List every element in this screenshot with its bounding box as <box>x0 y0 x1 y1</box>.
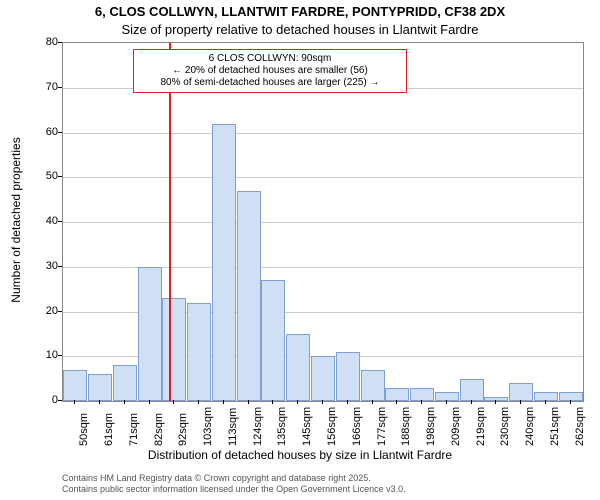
histogram-bar <box>212 124 236 401</box>
histogram-bar <box>534 392 558 401</box>
histogram-bar <box>509 383 533 401</box>
y-tick-mark <box>58 400 62 401</box>
x-tick-label: 262sqm <box>574 407 586 446</box>
x-tick-mark <box>272 400 273 404</box>
y-tick-mark <box>58 266 62 267</box>
x-tick-mark <box>471 400 472 404</box>
y-tick-label: 10 <box>18 349 58 361</box>
y-tick-mark <box>58 42 62 43</box>
histogram-bar <box>410 388 434 401</box>
plot-area: 6 CLOS COLLWYN: 90sqm← 20% of detached h… <box>62 42 584 402</box>
y-tick-mark <box>58 132 62 133</box>
x-tick-label: 240sqm <box>524 407 536 446</box>
gridline <box>63 133 583 134</box>
y-tick-label: 50 <box>18 170 58 182</box>
x-tick-mark <box>421 400 422 404</box>
histogram-bar <box>361 370 385 401</box>
x-tick-label: 124sqm <box>252 407 264 446</box>
x-tick-label: 177sqm <box>376 407 388 446</box>
annotation-line: 6 CLOS COLLWYN: 90sqm <box>140 53 400 65</box>
gridline <box>63 177 583 178</box>
x-tick-label: 188sqm <box>400 407 412 446</box>
x-tick-label: 219sqm <box>475 407 487 446</box>
x-tick-mark <box>223 400 224 404</box>
x-tick-label: 198sqm <box>425 407 437 446</box>
chart-title: 6, CLOS COLLWYN, LLANTWIT FARDRE, PONTYP… <box>0 4 600 19</box>
x-tick-label: 50sqm <box>78 413 90 446</box>
x-tick-label: 251sqm <box>549 407 561 446</box>
histogram-bar <box>286 334 310 401</box>
y-tick-mark <box>58 176 62 177</box>
histogram-bar <box>311 356 335 401</box>
y-tick-label: 80 <box>18 36 58 48</box>
y-tick-label: 40 <box>18 215 58 227</box>
x-tick-mark <box>173 400 174 404</box>
x-tick-mark <box>396 400 397 404</box>
x-tick-mark <box>372 400 373 404</box>
x-tick-label: 92sqm <box>177 413 189 446</box>
x-tick-mark <box>446 400 447 404</box>
y-tick-label: 60 <box>18 126 58 138</box>
histogram-bar <box>336 352 360 401</box>
x-tick-label: 103sqm <box>202 407 214 446</box>
y-tick-mark <box>58 355 62 356</box>
y-tick-mark <box>58 87 62 88</box>
x-tick-mark <box>74 400 75 404</box>
x-tick-label: 230sqm <box>499 407 511 446</box>
y-tick-mark <box>58 311 62 312</box>
footer-line: Contains public sector information licen… <box>62 484 406 496</box>
histogram-bar <box>138 267 162 401</box>
x-tick-label: 135sqm <box>276 407 288 446</box>
x-tick-label: 166sqm <box>351 407 363 446</box>
x-tick-mark <box>520 400 521 404</box>
x-tick-label: 61sqm <box>103 413 115 446</box>
x-tick-label: 82sqm <box>153 413 165 446</box>
chart-container: 6, CLOS COLLWYN, LLANTWIT FARDRE, PONTYP… <box>0 0 600 500</box>
x-tick-label: 209sqm <box>450 407 462 446</box>
histogram-bar <box>88 374 112 401</box>
histogram-bar <box>385 388 409 401</box>
x-tick-label: 113sqm <box>227 408 239 446</box>
x-tick-label: 71sqm <box>128 413 140 446</box>
x-tick-mark <box>124 400 125 404</box>
x-tick-label: 145sqm <box>301 407 313 446</box>
x-tick-mark <box>149 400 150 404</box>
x-tick-mark <box>347 400 348 404</box>
footer: Contains HM Land Registry data © Crown c… <box>62 473 406 496</box>
histogram-bar <box>261 280 285 401</box>
x-tick-label: 156sqm <box>326 407 338 446</box>
x-tick-mark <box>248 400 249 404</box>
y-tick-label: 30 <box>18 260 58 272</box>
x-tick-mark <box>545 400 546 404</box>
y-tick-mark <box>58 221 62 222</box>
y-tick-label: 20 <box>18 305 58 317</box>
histogram-bar <box>237 191 261 401</box>
x-tick-mark <box>495 400 496 404</box>
annotation-line: 80% of semi-detached houses are larger (… <box>140 77 400 89</box>
y-tick-label: 0 <box>18 394 58 406</box>
x-axis-label: Distribution of detached houses by size … <box>0 448 600 462</box>
histogram-bar <box>187 303 211 401</box>
chart-subtitle: Size of property relative to detached ho… <box>0 22 600 37</box>
histogram-bar <box>162 298 186 401</box>
y-tick-label: 70 <box>18 81 58 93</box>
gridline <box>63 222 583 223</box>
x-tick-mark <box>297 400 298 404</box>
x-tick-mark <box>99 400 100 404</box>
histogram-bar <box>63 370 87 401</box>
annotation-line: ← 20% of detached houses are smaller (56… <box>140 65 400 77</box>
histogram-bar <box>435 392 459 401</box>
histogram-bar <box>460 379 484 401</box>
histogram-bar <box>113 365 137 401</box>
x-tick-mark <box>322 400 323 404</box>
annotation-box: 6 CLOS COLLWYN: 90sqm← 20% of detached h… <box>133 49 407 93</box>
reference-line <box>169 43 171 401</box>
histogram-bar <box>559 392 583 401</box>
x-tick-mark <box>198 400 199 404</box>
x-tick-mark <box>570 400 571 404</box>
footer-line: Contains HM Land Registry data © Crown c… <box>62 473 406 485</box>
